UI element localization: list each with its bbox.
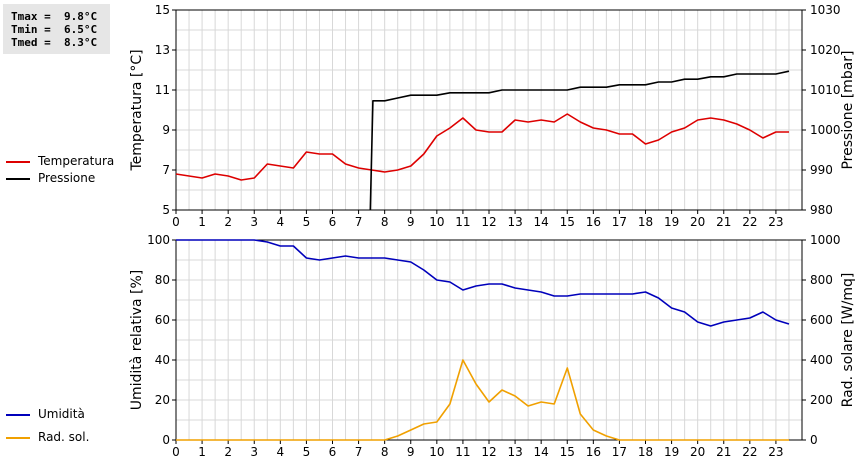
panel1-x-tick-label: 2 xyxy=(224,215,232,229)
panel2-y-tick-label: 80 xyxy=(155,273,170,287)
stat-tmax: Tmax = 9.8°C xyxy=(11,10,98,23)
legend-swatch-radsol xyxy=(6,437,30,439)
panel1-x-tick-label: 3 xyxy=(250,215,258,229)
panel1-x-tick-label: 4 xyxy=(277,215,285,229)
panel2-x-tick-label: 9 xyxy=(407,445,415,459)
panel2-x-tick-label: 15 xyxy=(560,445,575,459)
legend-label-temperatura: Temperatura xyxy=(38,154,115,168)
panel2-y-axis-title: Umidità relativa [%] xyxy=(129,270,145,411)
panel1-x-tick-label: 5 xyxy=(303,215,311,229)
panel1-x-tick-label: 14 xyxy=(534,215,549,229)
panel1-y2-tick-label: 1030 xyxy=(810,3,841,17)
panel1-x-tick-label: 16 xyxy=(586,215,601,229)
panel1-x-tick-label: 17 xyxy=(612,215,627,229)
panel1-x-tick-label: 1 xyxy=(198,215,206,229)
panel2-x-tick-label: 18 xyxy=(638,445,653,459)
panel2-y2-tick-label: 600 xyxy=(810,313,833,327)
panel1-y2-tick-label: 980 xyxy=(810,203,833,217)
panel2-y-tick-label: 20 xyxy=(155,393,170,407)
panel1-y-tick-label: 13 xyxy=(155,43,170,57)
legend-umidita: Umidità xyxy=(0,407,150,423)
panel2-x-tick-label: 5 xyxy=(303,445,311,459)
legend-label-pressione: Pressione xyxy=(38,171,96,185)
panel1-x-tick-label: 18 xyxy=(638,215,653,229)
panel1-y2-tick-label: 1020 xyxy=(810,43,841,57)
panel2-x-tick-label: 16 xyxy=(586,445,601,459)
panel1-x-tick-label: 0 xyxy=(172,215,180,229)
panel2-x-tick-label: 19 xyxy=(664,445,679,459)
panel2-y2-axis-title: Rad. solare [W/mq] xyxy=(840,273,856,408)
panel1-y-tick-label: 15 xyxy=(155,3,170,17)
panel1-x-tick-label: 7 xyxy=(355,215,363,229)
panel1-y-tick-label: 5 xyxy=(162,203,170,217)
panel1-x-tick-label: 21 xyxy=(716,215,731,229)
panel2-y2-tick-label: 400 xyxy=(810,353,833,367)
legend-radsol: Rad. sol. xyxy=(0,430,150,446)
panel2-x-tick-label: 2 xyxy=(224,445,232,459)
panel2-x-tick-label: 13 xyxy=(507,445,522,459)
legend-swatch-umidita xyxy=(6,414,30,416)
panel2-y2-tick-label: 200 xyxy=(810,393,833,407)
legend-label-umidita: Umidità xyxy=(38,407,85,421)
panel2-x-tick-label: 3 xyxy=(250,445,258,459)
panel1-y2-tick-label: 1000 xyxy=(810,123,841,137)
panel2-x-tick-label: 22 xyxy=(742,445,757,459)
panel2-x-tick-label: 0 xyxy=(172,445,180,459)
panel2-x-tick-label: 7 xyxy=(355,445,363,459)
legend-temperatura: Temperatura xyxy=(0,154,150,170)
panel2-series-umidit xyxy=(176,239,790,327)
panel1-x-tick-label: 10 xyxy=(429,215,444,229)
panel1-x-tick-label: 11 xyxy=(455,215,470,229)
panel1-y-tick-label: 11 xyxy=(155,83,170,97)
panel2-x-tick-label: 23 xyxy=(768,445,783,459)
panel2-series-rad-sol xyxy=(176,359,789,441)
panel1-x-tick-label: 23 xyxy=(768,215,783,229)
legend-swatch-temperatura xyxy=(6,161,30,163)
panel2-x-tick-label: 12 xyxy=(481,445,496,459)
panel1-x-tick-label: 13 xyxy=(507,215,522,229)
panel2-x-tick-label: 21 xyxy=(716,445,731,459)
panel1-x-tick-label: 15 xyxy=(560,215,575,229)
panel1-y-tick-label: 9 xyxy=(162,123,170,137)
panel1-x-tick-label: 9 xyxy=(407,215,415,229)
panel1-y2-tick-label: 1010 xyxy=(810,83,841,97)
stats-box: Tmax = 9.8°C Tmin = 6.5°C Tmed = 8.3°C xyxy=(3,4,110,54)
panel1-x-tick-label: 19 xyxy=(664,215,679,229)
panel2-y2-tick-label: 800 xyxy=(810,273,833,287)
panel1-y2-tick-label: 990 xyxy=(810,163,833,177)
panel2-y-tick-label: 60 xyxy=(155,313,170,327)
panel2-x-tick-label: 11 xyxy=(455,445,470,459)
panel2-x-tick-label: 1 xyxy=(198,445,206,459)
panel1-x-tick-label: 22 xyxy=(742,215,757,229)
panel1-x-tick-label: 12 xyxy=(481,215,496,229)
panel1-x-tick-label: 20 xyxy=(690,215,705,229)
panel2-y-tick-label: 0 xyxy=(162,433,170,447)
panel2-x-tick-label: 20 xyxy=(690,445,705,459)
legend-pressione: Pressione xyxy=(0,171,150,187)
stat-tmin: Tmin = 6.5°C xyxy=(11,23,98,36)
panel1-x-tick-label: 8 xyxy=(381,215,389,229)
panel1-y-tick-label: 7 xyxy=(162,163,170,177)
panel2-x-tick-label: 14 xyxy=(534,445,549,459)
stat-tmed: Tmed = 8.3°C xyxy=(11,36,98,49)
legend-swatch-pressione xyxy=(6,178,30,180)
panel2-x-tick-label: 6 xyxy=(329,445,337,459)
panel2-x-tick-label: 17 xyxy=(612,445,627,459)
panel1-y2-axis-title: Pressione [mbar] xyxy=(840,50,856,169)
panel1-series-temperatura xyxy=(175,113,789,181)
panel2-x-tick-label: 8 xyxy=(381,445,389,459)
panel1-y-axis-title: Temperatura [°C] xyxy=(129,49,145,171)
panel2-x-tick-label: 10 xyxy=(429,445,444,459)
panel1-x-tick-label: 6 xyxy=(329,215,337,229)
panel2-y-tick-label: 100 xyxy=(147,233,170,247)
panel2-y2-tick-label: 0 xyxy=(810,433,818,447)
panel2-x-tick-label: 4 xyxy=(277,445,285,459)
panel2-y2-tick-label: 1000 xyxy=(810,233,841,247)
legend-label-radsol: Rad. sol. xyxy=(38,430,90,444)
panel1-series-pressione xyxy=(369,70,790,211)
panel2-y-tick-label: 40 xyxy=(155,353,170,367)
